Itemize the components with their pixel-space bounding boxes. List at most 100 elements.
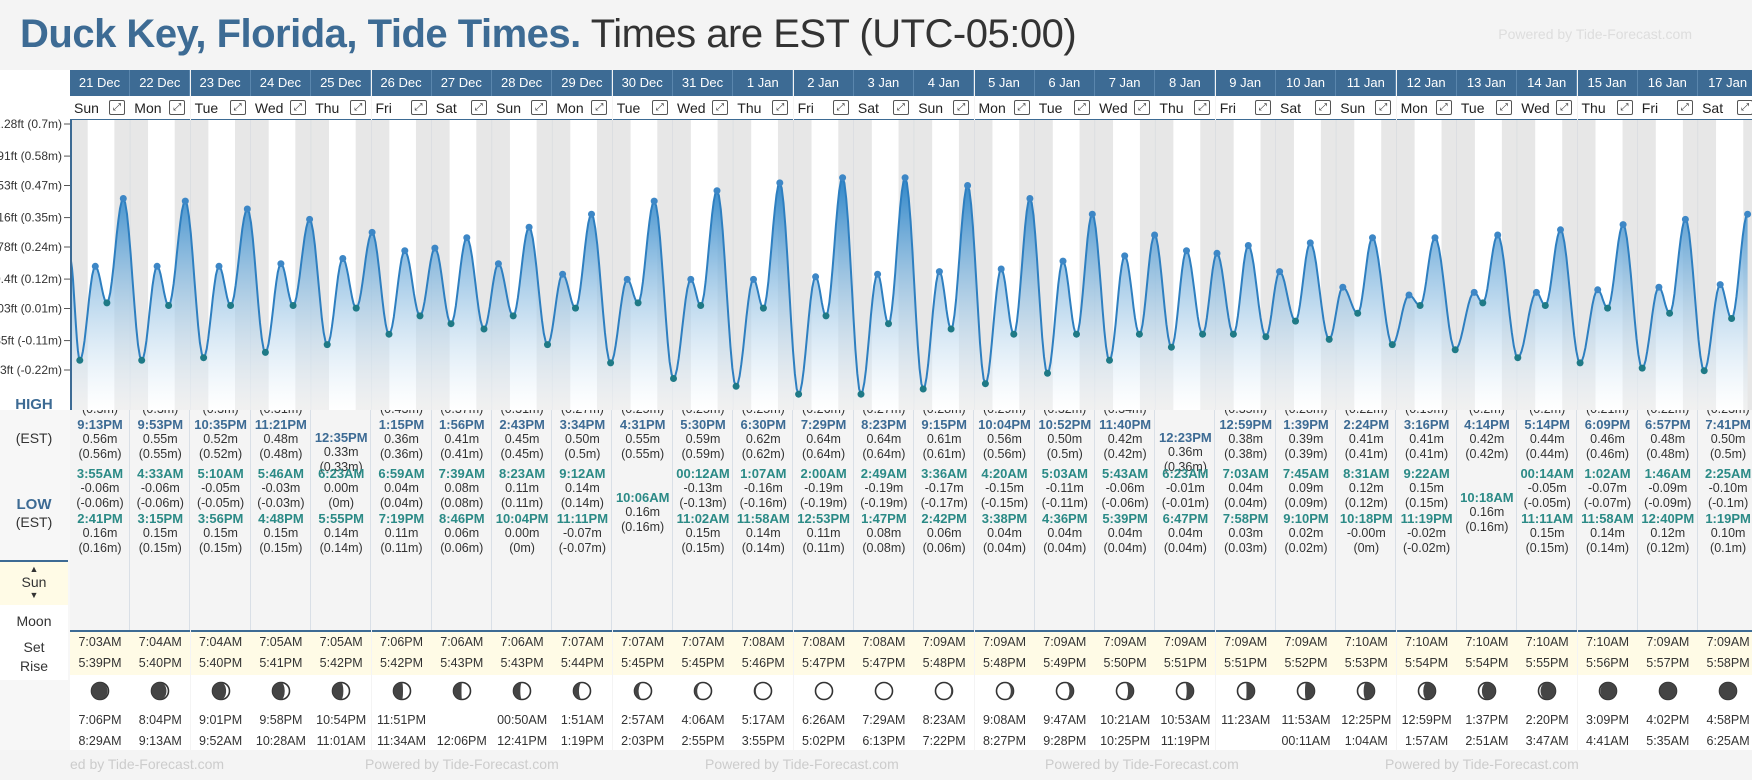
high-tide-point[interactable] xyxy=(1594,286,1602,294)
low-tide-point[interactable] xyxy=(1700,367,1708,375)
high-tide-point[interactable] xyxy=(153,262,161,270)
high-tide-point[interactable] xyxy=(964,182,972,189)
high-tide-point[interactable] xyxy=(935,268,943,276)
high-tide-point[interactable] xyxy=(901,174,909,182)
low-tide-point[interactable] xyxy=(76,356,84,364)
low-tide-point[interactable] xyxy=(200,354,208,362)
high-tide-point[interactable] xyxy=(1532,288,1540,296)
low-tide-point[interactable] xyxy=(857,390,865,398)
low-tide-point[interactable] xyxy=(352,304,360,312)
low-tide-point[interactable] xyxy=(1416,302,1424,309)
low-tide-point[interactable] xyxy=(480,325,488,333)
high-tide-point[interactable] xyxy=(812,273,820,281)
expand-icon[interactable]: ⤢ xyxy=(1435,100,1452,115)
high-tide-point[interactable] xyxy=(1183,247,1190,255)
high-tide-point[interactable] xyxy=(1681,215,1689,223)
low-tide-point[interactable] xyxy=(1514,354,1522,362)
expand-icon[interactable]: ⤢ xyxy=(229,100,246,115)
expand-icon[interactable]: ⤢ xyxy=(712,100,728,115)
low-tide-point[interactable] xyxy=(323,341,331,349)
low-tide-point[interactable] xyxy=(1199,330,1207,338)
low-tide-point[interactable] xyxy=(1135,330,1143,338)
low-tide-point[interactable] xyxy=(103,299,111,307)
expand-icon[interactable]: ⤢ xyxy=(651,100,668,115)
high-tide-point[interactable] xyxy=(494,260,502,268)
low-tide-point[interactable] xyxy=(447,320,455,328)
high-tide-point[interactable] xyxy=(1026,195,1034,202)
low-tide-point[interactable] xyxy=(1073,330,1080,338)
low-tide-point[interactable] xyxy=(759,304,767,312)
low-tide-point[interactable] xyxy=(1541,302,1549,309)
high-tide-point[interactable] xyxy=(215,262,223,270)
high-tide-point[interactable] xyxy=(525,223,533,231)
low-tide-point[interactable] xyxy=(1576,359,1584,367)
high-tide-point[interactable] xyxy=(997,265,1005,273)
expand-icon[interactable]: ⤢ xyxy=(1556,100,1573,115)
high-tide-point[interactable] xyxy=(1059,257,1067,265)
high-tide-point[interactable] xyxy=(1213,249,1221,257)
low-tide-point[interactable] xyxy=(947,325,955,333)
high-tide-point[interactable] xyxy=(463,234,471,242)
low-tide-point[interactable] xyxy=(1638,364,1646,372)
expand-icon[interactable]: ⤢ xyxy=(109,100,125,115)
low-tide-point[interactable] xyxy=(385,330,393,338)
high-tide-point[interactable] xyxy=(1088,210,1096,218)
expand-icon[interactable]: ⤢ xyxy=(289,100,306,115)
high-tide-point[interactable] xyxy=(559,270,567,278)
low-tide-point[interactable] xyxy=(1229,330,1237,338)
low-tide-point[interactable] xyxy=(165,302,173,309)
high-tide-point[interactable] xyxy=(91,262,99,270)
high-tide-point[interactable] xyxy=(119,195,127,202)
expand-icon[interactable]: ⤢ xyxy=(1134,100,1151,115)
low-tide-point[interactable] xyxy=(885,320,892,328)
low-tide-point[interactable] xyxy=(697,302,705,309)
high-tide-point[interactable] xyxy=(1244,242,1252,249)
high-tide-point[interactable] xyxy=(623,275,631,283)
high-tide-point[interactable] xyxy=(1276,268,1284,276)
expand-icon[interactable]: ⤢ xyxy=(953,100,970,115)
high-tide-point[interactable] xyxy=(1369,234,1376,242)
high-tide-point[interactable] xyxy=(1494,231,1502,239)
low-tide-point[interactable] xyxy=(572,304,579,312)
expand-icon[interactable]: ⤢ xyxy=(1495,100,1512,115)
high-tide-point[interactable] xyxy=(306,215,314,223)
high-tide-point[interactable] xyxy=(1744,210,1752,218)
high-tide-point[interactable] xyxy=(776,179,784,187)
high-tide-point[interactable] xyxy=(1431,234,1439,242)
expand-icon[interactable]: ⤢ xyxy=(832,100,849,115)
low-tide-point[interactable] xyxy=(1479,299,1487,307)
expand-icon[interactable]: ⤢ xyxy=(410,100,427,115)
high-tide-point[interactable] xyxy=(243,205,251,213)
high-tide-point[interactable] xyxy=(1716,281,1724,289)
low-tide-point[interactable] xyxy=(227,302,235,309)
low-tide-point[interactable] xyxy=(138,356,146,364)
low-tide-point[interactable] xyxy=(1325,335,1333,343)
low-tide-point[interactable] xyxy=(732,382,740,390)
low-tide-point[interactable] xyxy=(1010,330,1018,338)
expand-icon[interactable]: ⤢ xyxy=(350,100,367,115)
low-tide-point[interactable] xyxy=(1666,309,1674,317)
low-tide-point[interactable] xyxy=(1106,356,1113,364)
low-tide-point[interactable] xyxy=(634,299,642,307)
high-tide-point[interactable] xyxy=(368,228,376,236)
high-tide-point[interactable] xyxy=(650,197,658,205)
low-tide-point[interactable] xyxy=(416,312,424,320)
low-tide-point[interactable] xyxy=(1604,304,1612,312)
expand-icon[interactable]: ⤢ xyxy=(1315,100,1331,115)
low-tide-point[interactable] xyxy=(670,375,677,382)
expand-icon[interactable]: ⤢ xyxy=(772,100,789,115)
expand-icon[interactable]: ⤢ xyxy=(1375,100,1392,115)
expand-icon[interactable]: ⤢ xyxy=(1254,100,1271,115)
low-tide-point[interactable] xyxy=(822,312,830,320)
low-tide-point[interactable] xyxy=(1044,369,1051,377)
expand-icon[interactable]: ⤢ xyxy=(1073,100,1090,115)
high-tide-point[interactable] xyxy=(1655,283,1663,291)
high-tide-point[interactable] xyxy=(1306,239,1314,247)
low-tide-point[interactable] xyxy=(607,359,615,367)
high-tide-point[interactable] xyxy=(181,197,189,205)
expand-icon[interactable]: ⤢ xyxy=(169,100,186,115)
low-tide-point[interactable] xyxy=(544,341,551,349)
low-tide-point[interactable] xyxy=(509,312,517,320)
high-tide-point[interactable] xyxy=(1121,252,1129,260)
low-tide-point[interactable] xyxy=(919,385,927,393)
